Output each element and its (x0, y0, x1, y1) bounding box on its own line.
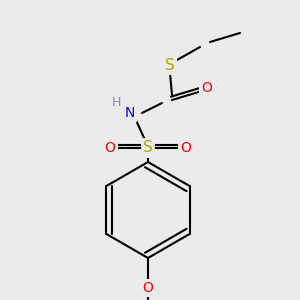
Text: S: S (143, 140, 153, 155)
Text: O: O (181, 141, 191, 155)
Text: O: O (202, 81, 212, 95)
Text: S: S (165, 58, 175, 73)
Text: O: O (105, 141, 116, 155)
Text: O: O (142, 281, 153, 295)
Text: N: N (125, 106, 135, 120)
Text: H: H (111, 97, 121, 110)
